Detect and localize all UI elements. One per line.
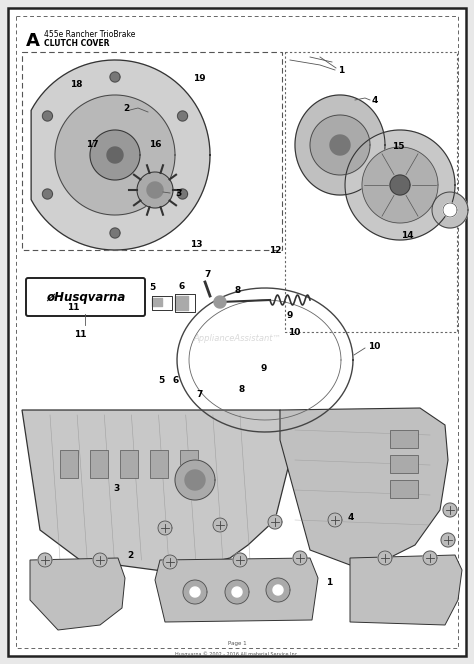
Polygon shape (441, 533, 455, 547)
Polygon shape (362, 147, 438, 223)
Polygon shape (110, 72, 120, 82)
Polygon shape (293, 551, 307, 565)
Text: 1: 1 (338, 66, 344, 74)
Bar (285, 52, 457, 332)
Text: 2: 2 (124, 104, 130, 112)
Polygon shape (443, 503, 457, 517)
Polygon shape (443, 203, 457, 217)
Polygon shape (423, 551, 437, 565)
Polygon shape (43, 189, 53, 199)
Polygon shape (232, 587, 242, 597)
Bar (90, 450, 108, 478)
Polygon shape (147, 182, 163, 198)
Text: 12: 12 (269, 246, 281, 256)
Text: CLUTCH COVER: CLUTCH COVER (44, 39, 109, 48)
Polygon shape (31, 60, 210, 250)
Text: 5: 5 (149, 283, 155, 292)
Text: øHusqvarna: øHusqvarna (46, 291, 125, 303)
Text: 9: 9 (287, 311, 293, 320)
Bar (390, 430, 418, 448)
Polygon shape (268, 515, 282, 529)
Text: 13: 13 (191, 240, 203, 249)
Polygon shape (233, 553, 247, 567)
Bar (150, 450, 168, 478)
Polygon shape (190, 587, 200, 597)
Polygon shape (55, 95, 175, 215)
Polygon shape (266, 578, 290, 602)
Polygon shape (155, 558, 318, 622)
Polygon shape (183, 580, 207, 604)
Text: 10: 10 (288, 327, 300, 337)
Text: 3: 3 (175, 189, 181, 197)
Text: 10: 10 (368, 341, 380, 351)
Polygon shape (163, 555, 177, 569)
Bar (120, 450, 138, 478)
Polygon shape (295, 95, 385, 195)
Polygon shape (350, 555, 462, 625)
Polygon shape (213, 518, 227, 532)
Text: 18: 18 (70, 80, 82, 90)
Text: 3: 3 (113, 484, 119, 493)
Polygon shape (330, 135, 350, 155)
Bar (180, 450, 198, 478)
Text: 8: 8 (238, 384, 245, 394)
Text: 11: 11 (74, 330, 86, 339)
Text: 4: 4 (372, 96, 378, 104)
FancyBboxPatch shape (26, 278, 145, 316)
Text: 7: 7 (205, 270, 211, 279)
Polygon shape (378, 551, 392, 565)
Text: Page 1: Page 1 (228, 641, 246, 647)
Polygon shape (185, 470, 205, 490)
Polygon shape (107, 147, 123, 163)
Text: 6: 6 (179, 282, 185, 291)
Text: 15: 15 (392, 141, 404, 151)
Text: 7: 7 (196, 390, 202, 399)
Polygon shape (225, 580, 249, 604)
Text: 8: 8 (235, 286, 241, 295)
Text: 16: 16 (149, 140, 162, 149)
Text: Husqvarna © 2002 - 2016 All material Service Inc.: Husqvarna © 2002 - 2016 All material Ser… (175, 651, 299, 657)
Polygon shape (178, 111, 188, 121)
Text: ApplianceAssistant™: ApplianceAssistant™ (193, 334, 281, 343)
Polygon shape (90, 130, 140, 180)
Text: 6: 6 (172, 376, 179, 385)
Text: 14: 14 (401, 231, 414, 240)
Polygon shape (110, 228, 120, 238)
Polygon shape (175, 460, 215, 500)
Polygon shape (214, 296, 226, 308)
Polygon shape (178, 189, 188, 199)
Bar (22, 52, 282, 250)
Text: 1: 1 (326, 578, 333, 588)
Polygon shape (30, 558, 125, 630)
Polygon shape (345, 130, 455, 240)
Text: 17: 17 (86, 140, 99, 149)
Text: 11: 11 (67, 303, 80, 312)
Polygon shape (273, 585, 283, 595)
Polygon shape (137, 172, 173, 208)
Bar (390, 480, 418, 498)
Polygon shape (43, 111, 53, 121)
Text: 455e Rancher TrioBrake: 455e Rancher TrioBrake (44, 30, 136, 39)
Text: 2: 2 (127, 550, 134, 560)
Bar (60, 450, 78, 478)
Polygon shape (38, 553, 52, 567)
Polygon shape (390, 175, 410, 195)
Polygon shape (158, 521, 172, 535)
Polygon shape (432, 192, 468, 228)
Polygon shape (93, 553, 107, 567)
Polygon shape (310, 115, 370, 175)
Polygon shape (22, 410, 295, 572)
Text: 5: 5 (158, 376, 164, 385)
Polygon shape (280, 408, 448, 565)
Text: A: A (26, 32, 40, 50)
Text: 9: 9 (260, 364, 267, 373)
Text: 4: 4 (347, 513, 354, 523)
Polygon shape (328, 513, 342, 527)
Text: 19: 19 (193, 74, 205, 83)
Bar (390, 455, 418, 473)
